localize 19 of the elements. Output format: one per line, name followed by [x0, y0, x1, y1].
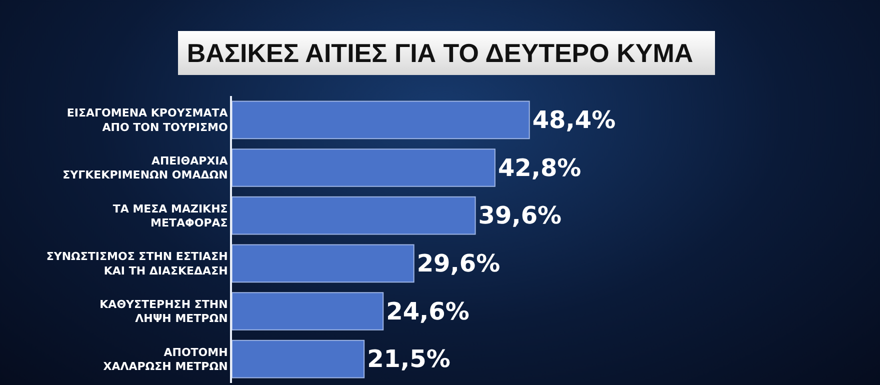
bar	[232, 148, 496, 187]
bar	[232, 340, 365, 378]
data-label: 42,8%	[498, 154, 582, 182]
y-tick-label: ΑΠΕΙΘΑΡΧΙΑ ΣΥΓΚΕΚΡΙΜΕΝΩΝ ΟΜΑΔΩΝ	[62, 154, 228, 182]
chart-title: ΒΑΣΙΚΕΣ ΑΙΤΙΕΣ ΓΙΑ ΤΟ ΔΕΥΤΕΡΟ ΚΥΜΑ	[186, 38, 694, 68]
data-label: 39,6%	[478, 202, 562, 230]
bar	[232, 292, 384, 330]
y-tick-label: ΑΠΟΤΟΜΗ ΧΑΛΑΡΩΣΗ ΜΕΤΡΩΝ	[103, 346, 228, 374]
bar	[232, 100, 530, 140]
data-label: 21,5%	[367, 345, 450, 374]
data-label: 48,4%	[532, 106, 616, 134]
bar	[232, 244, 414, 283]
data-label: 24,6%	[386, 297, 470, 326]
y-tick-label: ΤΑ ΜΕΣΑ ΜΑΖΙΚΗΣ ΜΕΤΑΦΟΡΑΣ	[112, 202, 228, 230]
bar	[232, 196, 476, 235]
y-tick-label: ΕΙΣΑΓΟΜΕΝΑ ΚΡΟΥΣΜΑΤΑ ΑΠΟ ΤΟΝ ΤΟΥΡΙΣΜΟ	[66, 106, 228, 134]
y-tick-label: ΣΥΝΩΣΤΙΣΜΟΣ ΣΤΗΝ ΕΣΤΙΑΣΗ ΚΑΙ ΤΗ ΔΙΑΣΚΕΔΑΣΗ	[46, 250, 228, 278]
data-label: 29,6%	[416, 249, 500, 278]
y-tick-label: ΚΑΘΥΣΤΕΡΗΣΗ ΣΤΗΝ ΛΗΨΗ ΜΕΤΡΩΝ	[100, 298, 228, 326]
